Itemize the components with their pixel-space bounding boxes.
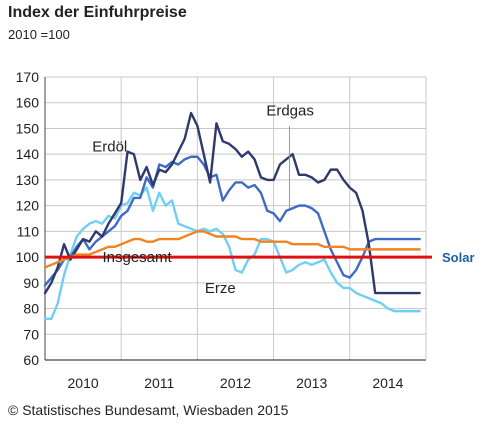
y-tick-label: 110: [17, 223, 40, 239]
source-credit: © Statistisches Bundesamt, Wiesbaden 201…: [8, 402, 289, 418]
series-label: Insgesamt: [102, 249, 172, 266]
y-tick-label: 90: [23, 275, 39, 291]
x-tick-label: 2014: [372, 375, 403, 391]
y-tick-label: 80: [23, 301, 39, 317]
y-tick-label: 120: [16, 198, 40, 214]
y-tick-label: 160: [16, 95, 40, 111]
series-label: Erdgas: [266, 103, 314, 120]
series-label: Erdöl: [92, 139, 127, 156]
y-tick-label: 60: [23, 352, 39, 368]
y-tick-label: 140: [16, 146, 40, 162]
x-tick-label: 2012: [220, 375, 251, 391]
x-tick-label: 2013: [296, 375, 327, 391]
y-tick-label: 150: [16, 120, 40, 136]
chart-subtitle: 2010 =100: [8, 27, 70, 42]
x-tick-label: 2011: [144, 375, 174, 391]
chart-title: Index der Einfuhrpreise: [8, 4, 187, 21]
x-tick-label: 2010: [68, 375, 99, 391]
y-tick-label: 130: [16, 172, 40, 188]
y-tick-label: 70: [23, 326, 39, 342]
series-line-erdgas: [43, 155, 421, 287]
series-line-erdöl: [43, 111, 421, 295]
y-tick-label: 100: [16, 249, 40, 265]
line-chart: 60 70 80 90 100 110 120 130 140 150 160 170 2010 2011…: [16, 69, 475, 391]
annotation-label: Solar: [442, 250, 475, 265]
y-tick-label: 170: [16, 69, 40, 85]
series-label: Erze: [205, 280, 236, 297]
series-line-insgesamt: [43, 230, 421, 269]
